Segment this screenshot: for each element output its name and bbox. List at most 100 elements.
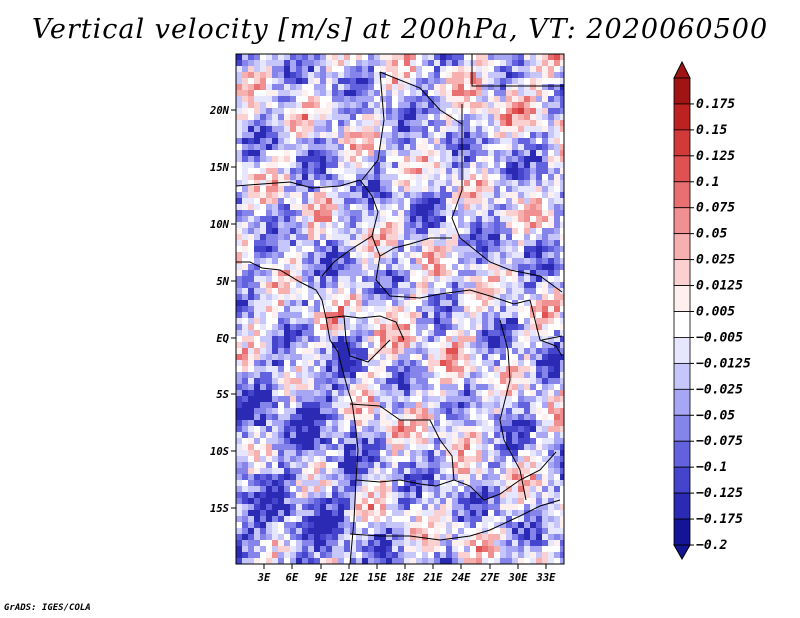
field-cell — [506, 234, 512, 240]
field-cell — [488, 66, 494, 72]
field-cell — [410, 384, 416, 390]
field-cell — [338, 246, 344, 252]
field-cell — [536, 330, 542, 336]
field-cell — [398, 138, 404, 144]
field-cell — [434, 192, 440, 198]
field-cell — [440, 552, 446, 558]
field-cell — [314, 546, 320, 552]
field-cell — [362, 60, 368, 66]
field-cell — [254, 168, 260, 174]
field-cell — [452, 462, 458, 468]
field-cell — [266, 306, 272, 312]
field-cell — [416, 336, 422, 342]
field-cell — [470, 468, 476, 474]
field-cell — [452, 402, 458, 408]
field-cell — [446, 486, 452, 492]
field-cell — [470, 174, 476, 180]
field-cell — [446, 234, 452, 240]
field-cell — [428, 336, 434, 342]
field-cell — [308, 312, 314, 318]
field-cell — [536, 360, 542, 366]
field-cell — [296, 450, 302, 456]
field-cell — [284, 186, 290, 192]
field-cell — [284, 528, 290, 534]
field-cell — [386, 108, 392, 114]
field-cell — [266, 132, 272, 138]
field-cell — [524, 528, 530, 534]
field-cell — [470, 90, 476, 96]
field-cell — [452, 540, 458, 546]
field-cell — [332, 162, 338, 168]
field-cell — [320, 474, 326, 480]
field-cell — [458, 462, 464, 468]
field-cell — [518, 414, 524, 420]
field-cell — [518, 342, 524, 348]
field-cell — [452, 474, 458, 480]
field-cell — [284, 240, 290, 246]
field-cell — [320, 330, 326, 336]
field-cell — [290, 522, 296, 528]
field-cell — [350, 492, 356, 498]
field-cell — [458, 270, 464, 276]
field-cell — [542, 546, 548, 552]
field-cell — [494, 378, 500, 384]
field-cell — [560, 402, 564, 408]
field-cell — [254, 540, 260, 546]
field-cell — [488, 150, 494, 156]
field-cell — [536, 462, 542, 468]
field-cell — [380, 480, 386, 486]
field-cell — [344, 486, 350, 492]
field-cell — [272, 444, 278, 450]
field-cell — [326, 276, 332, 282]
field-cell — [308, 246, 314, 252]
field-cell — [380, 138, 386, 144]
field-cell — [284, 384, 290, 390]
field-cell — [434, 396, 440, 402]
field-cell — [296, 366, 302, 372]
field-cell — [254, 306, 260, 312]
field-cell — [410, 330, 416, 336]
field-cell — [254, 114, 260, 120]
field-cell — [266, 342, 272, 348]
field-cell — [254, 300, 260, 306]
field-cell — [548, 330, 554, 336]
field-cell — [338, 72, 344, 78]
field-cell — [470, 66, 476, 72]
field-cell — [434, 294, 440, 300]
field-cell — [464, 498, 470, 504]
field-cell — [488, 204, 494, 210]
field-cell — [428, 258, 434, 264]
field-cell — [332, 66, 338, 72]
field-cell — [548, 78, 554, 84]
field-cell — [512, 168, 518, 174]
field-cell — [368, 120, 374, 126]
field-cell — [266, 462, 272, 468]
field-cell — [386, 534, 392, 540]
field-cell — [446, 240, 452, 246]
field-cell — [422, 450, 428, 456]
field-cell — [518, 360, 524, 366]
field-cell — [554, 258, 560, 264]
field-cell — [326, 360, 332, 366]
field-cell — [530, 528, 536, 534]
field-cell — [356, 480, 362, 486]
field-cell — [338, 126, 344, 132]
field-cell — [524, 534, 530, 540]
field-cell — [272, 264, 278, 270]
field-cell — [446, 288, 452, 294]
field-cell — [260, 414, 266, 420]
field-cell — [536, 258, 542, 264]
field-cell — [452, 390, 458, 396]
field-cell — [326, 420, 332, 426]
field-cell — [356, 246, 362, 252]
field-cell — [326, 66, 332, 72]
field-cell — [242, 444, 248, 450]
field-cell — [398, 534, 404, 540]
field-cell — [530, 498, 536, 504]
field-cell — [494, 186, 500, 192]
field-cell — [290, 234, 296, 240]
field-cell — [416, 384, 422, 390]
field-cell — [404, 126, 410, 132]
field-cell — [278, 516, 284, 522]
lon-label: 18E — [396, 572, 416, 584]
